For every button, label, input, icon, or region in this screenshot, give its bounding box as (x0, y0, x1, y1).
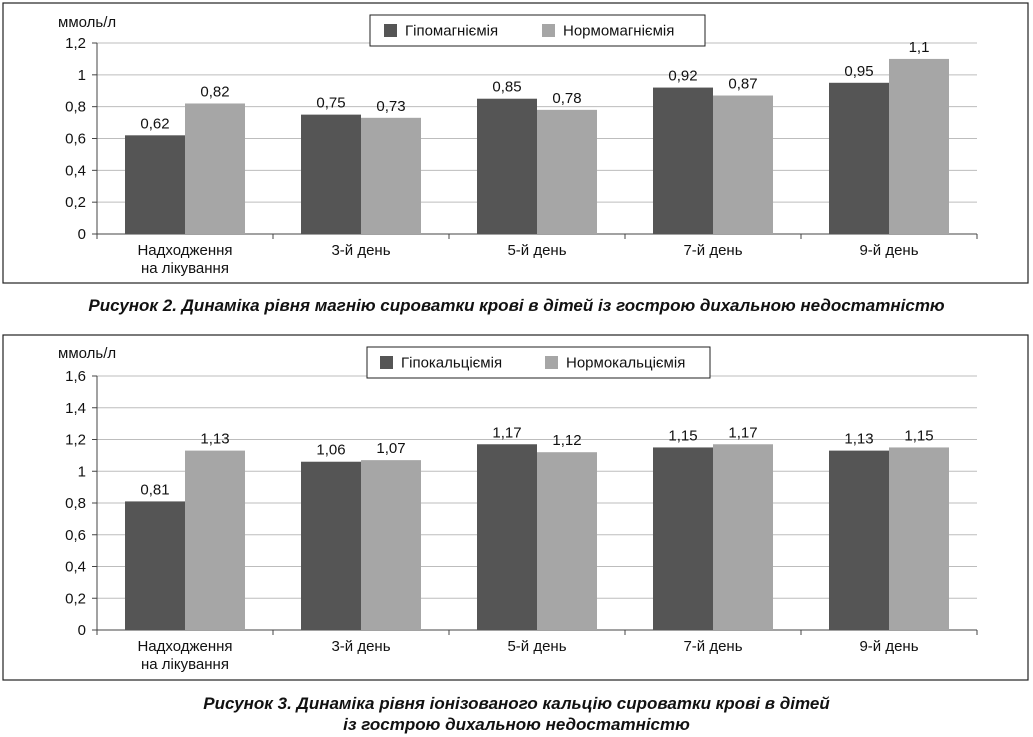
x-category-label: Надходження (137, 638, 232, 655)
bar-dark (125, 135, 185, 234)
data-label: 1,13 (844, 431, 873, 448)
legend-label: Гіпокальціємія (401, 355, 502, 372)
bar-dark (653, 447, 713, 630)
bar-dark (829, 450, 889, 630)
x-category-label: 5-й день (507, 242, 566, 259)
data-label: 1,07 (376, 440, 405, 457)
bar-light (185, 103, 245, 234)
bar-dark (477, 98, 537, 234)
bar-dark (125, 501, 185, 630)
data-label: 1,15 (904, 427, 933, 444)
y-tick-label: 0 (78, 622, 86, 639)
bar-dark (653, 87, 713, 234)
y-tick-label: 1 (78, 463, 86, 480)
data-label: 0,62 (140, 115, 169, 132)
bar-light (713, 95, 773, 235)
figure-3-caption-line-2: із гострою дихальною недостатністю (343, 715, 690, 734)
y-tick-label: 0,6 (65, 527, 86, 544)
data-label: 0,73 (376, 98, 405, 115)
data-label: 0,78 (552, 90, 581, 107)
legend-swatch (542, 24, 555, 37)
data-label: 1,06 (316, 442, 345, 459)
bar-light (361, 460, 421, 630)
figure-2-caption: Рисунок 2. Динаміка рівня магнію сироват… (0, 295, 1033, 316)
data-label: 0,87 (728, 76, 757, 93)
y-tick-label: 0,2 (65, 194, 86, 211)
y-tick-label: 0 (78, 226, 86, 243)
legend-label: Нормокальціємія (566, 355, 685, 372)
x-category-label: 5-й день (507, 638, 566, 655)
legend-label: Гіпомагніємія (405, 23, 498, 40)
bar-light (889, 447, 949, 630)
data-label: 1,1 (909, 39, 930, 56)
y-tick-label: 0,4 (65, 162, 86, 179)
bar-light (537, 109, 597, 234)
data-label: 0,85 (492, 79, 521, 96)
x-category-label: на лікування (141, 656, 229, 673)
bar-dark (301, 461, 361, 630)
data-label: 1,13 (200, 431, 229, 448)
calcium-bar-chart: ммоль/л00,20,40,60,811,21,41,6Надходженн… (2, 334, 1029, 681)
bar-light (537, 452, 597, 630)
data-label: 1,15 (668, 427, 697, 444)
y-tick-label: 0,2 (65, 590, 86, 607)
legend-box (369, 14, 706, 47)
y-axis-unit-label: ммоль/л (58, 14, 116, 31)
x-category-label: Надходження (137, 242, 232, 259)
bar-light (713, 444, 773, 630)
y-tick-label: 0,8 (65, 99, 86, 116)
data-label: 0,75 (316, 95, 345, 112)
x-category-label: 7-й день (683, 242, 742, 259)
y-tick-label: 1,4 (65, 400, 86, 417)
x-category-label: 9-й день (859, 242, 918, 259)
y-tick-label: 0,4 (65, 559, 86, 576)
data-label: 1,12 (552, 432, 581, 449)
bar-light (889, 58, 949, 234)
y-tick-label: 0,6 (65, 131, 86, 148)
x-category-label: 7-й день (683, 638, 742, 655)
legend-swatch (384, 24, 397, 37)
data-label: 0,81 (140, 481, 169, 498)
data-label: 0,92 (668, 68, 697, 85)
y-axis-unit-label: ммоль/л (58, 345, 116, 362)
x-category-label: 9-й день (859, 638, 918, 655)
y-tick-label: 1,2 (65, 35, 86, 52)
x-category-label: на лікування (141, 260, 229, 277)
bar-light (185, 450, 245, 630)
y-tick-label: 1,6 (65, 368, 86, 385)
data-label: 0,82 (200, 83, 229, 100)
legend-box (366, 346, 711, 379)
legend-swatch (545, 356, 558, 369)
legend-swatch (380, 356, 393, 369)
x-category-label: 3-й день (331, 242, 390, 259)
bar-dark (301, 114, 361, 234)
data-label: 1,17 (728, 424, 757, 441)
bar-dark (829, 82, 889, 235)
legend-label: Нормомагніємія (563, 23, 674, 40)
figure-3-caption: Рисунок 3. Динаміка рівня іонізованого к… (0, 693, 1033, 735)
y-tick-label: 0,8 (65, 495, 86, 512)
bar-dark (477, 444, 537, 630)
x-category-label: 3-й день (331, 638, 390, 655)
y-tick-label: 1,2 (65, 432, 86, 449)
bar-light (361, 117, 421, 234)
y-tick-label: 1 (78, 67, 86, 84)
figure-2-caption-line-1: Рисунок 2. Динаміка рівня магнію сироват… (88, 296, 945, 315)
data-label: 1,17 (492, 424, 521, 441)
data-label: 0,95 (844, 63, 873, 80)
figure-3-caption-line-1: Рисунок 3. Динаміка рівня іонізованого к… (203, 694, 830, 713)
